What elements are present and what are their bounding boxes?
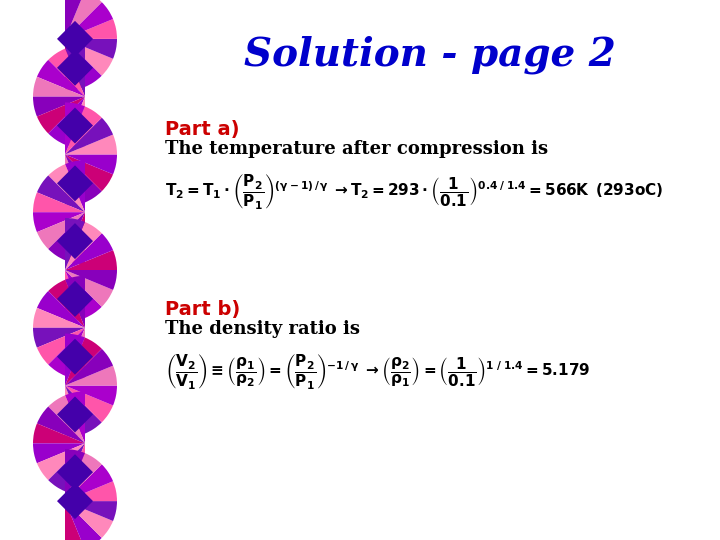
Text: Solution - page 2: Solution - page 2 — [244, 35, 616, 73]
Wedge shape — [48, 212, 85, 260]
Polygon shape — [57, 454, 93, 490]
Text: The density ratio is: The density ratio is — [165, 320, 360, 338]
Polygon shape — [57, 281, 93, 317]
Wedge shape — [65, 270, 102, 318]
Wedge shape — [65, 39, 113, 76]
Wedge shape — [65, 154, 102, 202]
Wedge shape — [37, 291, 85, 328]
Wedge shape — [33, 328, 85, 348]
Wedge shape — [65, 443, 85, 495]
Wedge shape — [65, 2, 113, 39]
Wedge shape — [65, 464, 113, 501]
Wedge shape — [33, 443, 85, 463]
Wedge shape — [65, 481, 117, 501]
Wedge shape — [65, 449, 85, 501]
Wedge shape — [65, 218, 85, 270]
Wedge shape — [65, 222, 102, 270]
Wedge shape — [48, 328, 85, 376]
Wedge shape — [48, 164, 85, 212]
Wedge shape — [65, 386, 102, 434]
Wedge shape — [65, 154, 113, 191]
Wedge shape — [37, 97, 85, 133]
Wedge shape — [33, 77, 85, 97]
Wedge shape — [37, 328, 85, 364]
Wedge shape — [33, 97, 85, 117]
Wedge shape — [65, 134, 117, 154]
Text: $\mathbf{\left(\dfrac{V_2}{V_1}\right) \equiv \left(\dfrac{\rho_1}{\rho_2}\right: $\mathbf{\left(\dfrac{V_2}{V_1}\right) \… — [165, 352, 590, 391]
Wedge shape — [65, 501, 117, 521]
Wedge shape — [65, 270, 113, 307]
Wedge shape — [65, 0, 102, 39]
Text: The temperature after compression is: The temperature after compression is — [165, 140, 548, 158]
Wedge shape — [33, 192, 85, 212]
Wedge shape — [65, 118, 113, 154]
Polygon shape — [57, 339, 93, 375]
Wedge shape — [37, 212, 85, 249]
Wedge shape — [65, 39, 85, 91]
Wedge shape — [48, 97, 85, 145]
Wedge shape — [65, 233, 113, 270]
Wedge shape — [65, 501, 102, 540]
Wedge shape — [65, 501, 113, 538]
Text: Part b): Part b) — [165, 300, 240, 319]
Wedge shape — [48, 395, 85, 443]
Wedge shape — [65, 154, 85, 206]
Wedge shape — [65, 103, 85, 154]
Wedge shape — [65, 453, 102, 501]
Wedge shape — [65, 39, 102, 87]
Wedge shape — [65, 366, 117, 386]
Wedge shape — [33, 308, 85, 328]
Wedge shape — [37, 60, 85, 97]
Wedge shape — [48, 443, 85, 491]
Polygon shape — [57, 50, 93, 86]
Wedge shape — [37, 407, 85, 443]
Wedge shape — [65, 334, 85, 386]
Wedge shape — [65, 106, 102, 154]
Polygon shape — [57, 107, 93, 144]
Wedge shape — [65, 250, 117, 270]
Wedge shape — [65, 154, 117, 174]
Wedge shape — [65, 0, 85, 39]
Wedge shape — [65, 386, 85, 437]
Wedge shape — [65, 39, 117, 59]
Wedge shape — [65, 270, 117, 290]
Text: Part a): Part a) — [165, 120, 240, 139]
Wedge shape — [65, 501, 85, 540]
Wedge shape — [48, 280, 85, 328]
Wedge shape — [65, 392, 85, 443]
Wedge shape — [37, 443, 85, 480]
Polygon shape — [57, 483, 93, 519]
Wedge shape — [37, 176, 85, 212]
Wedge shape — [65, 270, 85, 322]
Polygon shape — [57, 165, 93, 201]
Wedge shape — [65, 19, 117, 39]
Wedge shape — [65, 386, 117, 406]
Wedge shape — [65, 276, 85, 328]
Wedge shape — [65, 97, 85, 148]
Wedge shape — [65, 45, 85, 97]
Wedge shape — [65, 160, 85, 212]
Wedge shape — [65, 328, 85, 380]
Wedge shape — [33, 423, 85, 443]
Wedge shape — [33, 212, 85, 232]
Wedge shape — [65, 212, 85, 264]
Text: $\mathbf{T_2 = T_1 \cdot \left(\dfrac{P_2}{P_1}\right)^{(\gamma-1)\,/\,\gamma}}$: $\mathbf{T_2 = T_1 \cdot \left(\dfrac{P_… — [165, 172, 664, 211]
Wedge shape — [65, 349, 113, 386]
Polygon shape — [57, 21, 93, 57]
Polygon shape — [57, 223, 93, 259]
Wedge shape — [48, 49, 85, 97]
Polygon shape — [57, 396, 93, 433]
Wedge shape — [65, 338, 102, 386]
Wedge shape — [65, 386, 113, 422]
